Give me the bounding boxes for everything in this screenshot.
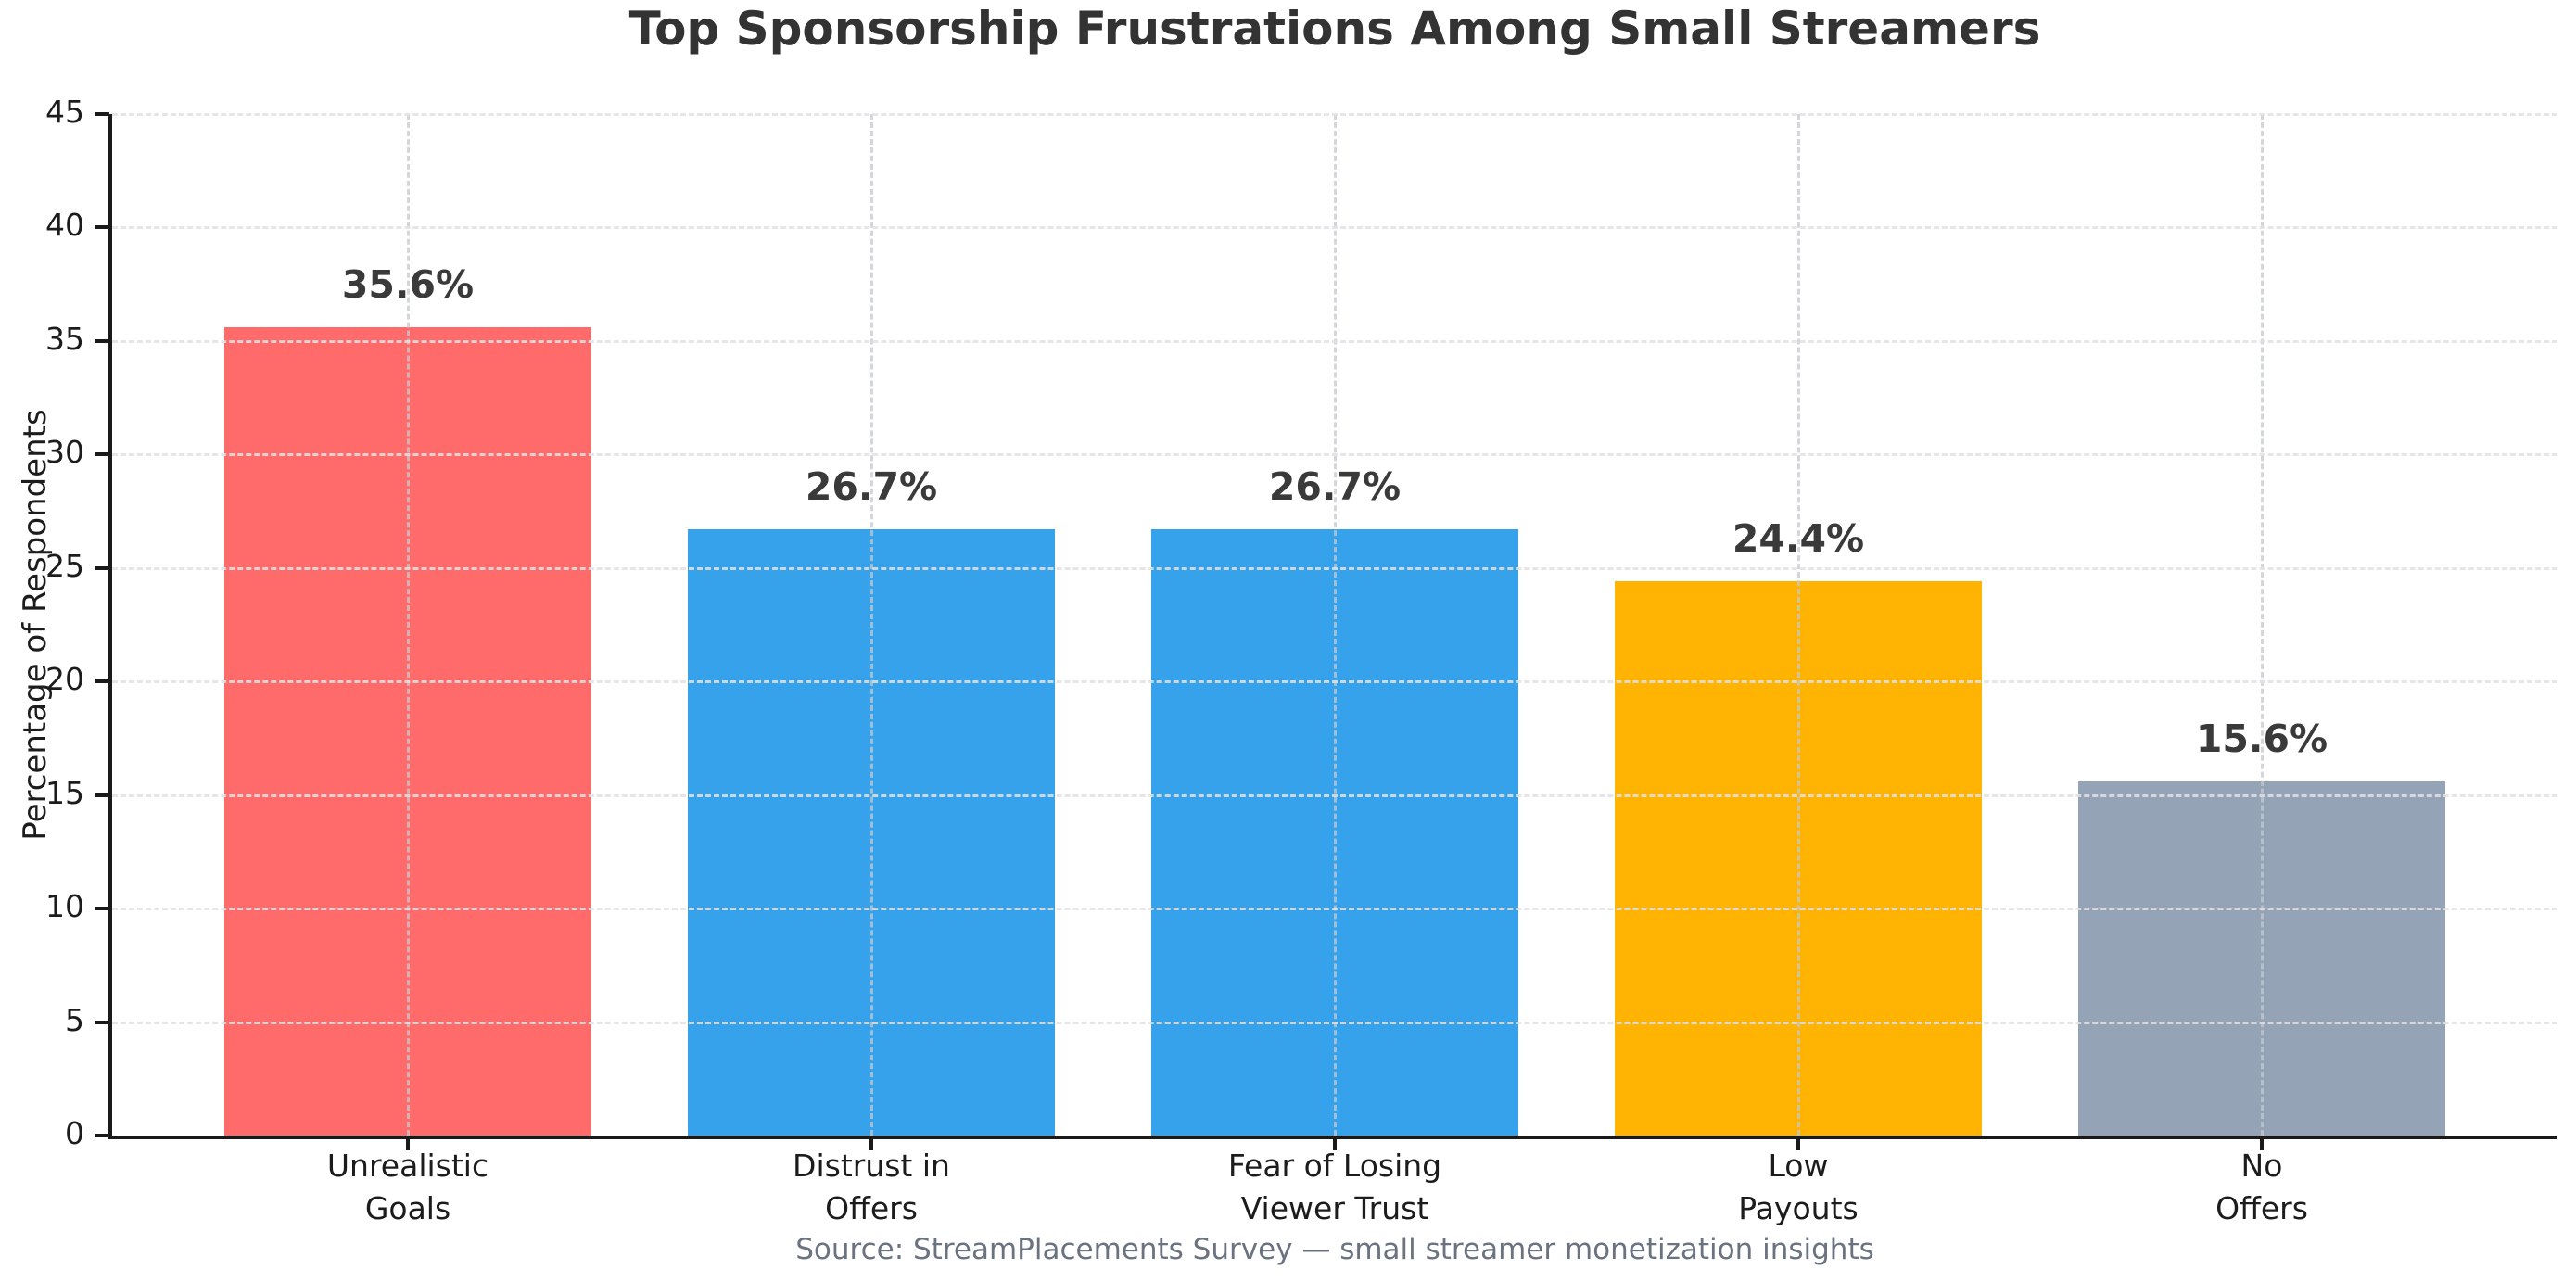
bar-value-label: 35.6% [341, 262, 475, 308]
gridline-vertical [2261, 114, 2264, 1136]
x-tick-label: Low Payouts [1738, 1148, 1859, 1226]
y-tick-mark [95, 1020, 109, 1024]
y-tick-mark [95, 338, 109, 343]
y-tick-label: 25 [45, 547, 84, 584]
y-tick-mark [95, 793, 109, 797]
gridline-horizontal [112, 453, 2557, 457]
gridline-horizontal [112, 680, 2557, 684]
y-tick-mark [95, 225, 109, 230]
plot-area: 35.6% 26.7% 26.7% 24.4% 15.6% [112, 113, 2557, 1136]
gridline-horizontal [112, 113, 2557, 116]
bar-value-label: 15.6% [2195, 716, 2329, 761]
x-tick-mark [869, 1139, 873, 1150]
x-tick-label: Fear of Losing Viewer Trust [1227, 1148, 1442, 1226]
gridline-horizontal [112, 226, 2557, 230]
x-tick-mark [2260, 1139, 2264, 1150]
y-tick-label: 10 [45, 888, 84, 925]
x-tick-label: No Offers [2215, 1148, 2308, 1226]
bar-value-label: 24.4% [1732, 516, 1865, 562]
y-tick-mark [95, 112, 109, 116]
x-tick-mark [406, 1139, 410, 1150]
gridline-vertical [870, 114, 873, 1136]
y-tick-label: 30 [45, 434, 84, 471]
source-note: Source: StreamPlacements Survey — small … [795, 1233, 1874, 1266]
bar-value-label: 26.7% [805, 464, 938, 510]
x-tick-label: Distrust in Offers [793, 1148, 950, 1226]
gridline-vertical [1334, 114, 1337, 1136]
x-tick-label: Unrealistic Goals [326, 1148, 489, 1226]
x-tick-mark [1333, 1139, 1337, 1150]
y-tick-label: 40 [45, 207, 84, 244]
gridline-vertical [1797, 114, 1800, 1136]
gridline-horizontal [112, 566, 2557, 570]
x-axis-spine [108, 1136, 2557, 1139]
y-axis-spine [108, 114, 112, 1139]
y-axis-title: Percentage of Respondents [17, 409, 54, 841]
gridline-horizontal [112, 908, 2557, 911]
y-tick-label: 15 [45, 774, 84, 811]
gridline-horizontal [112, 793, 2557, 797]
gridline-vertical [407, 114, 410, 1136]
gridline-horizontal [112, 339, 2557, 343]
y-tick-label: 45 [45, 94, 84, 130]
gridline-horizontal [112, 1021, 2557, 1024]
y-tick-mark [95, 565, 109, 570]
y-tick-label: 35 [45, 320, 84, 357]
y-tick-label: 20 [45, 661, 84, 698]
y-tick-mark [95, 679, 109, 684]
y-tick-label: 0 [65, 1115, 84, 1151]
y-tick-label: 5 [65, 1001, 84, 1038]
y-tick-mark [95, 907, 109, 911]
y-tick-mark [95, 1134, 109, 1137]
chart-title: Top Sponsorship Frustrations Among Small… [628, 2, 2041, 56]
x-tick-mark [1796, 1139, 1800, 1150]
bar-value-label: 26.7% [1268, 464, 1402, 510]
y-tick-mark [95, 452, 109, 457]
